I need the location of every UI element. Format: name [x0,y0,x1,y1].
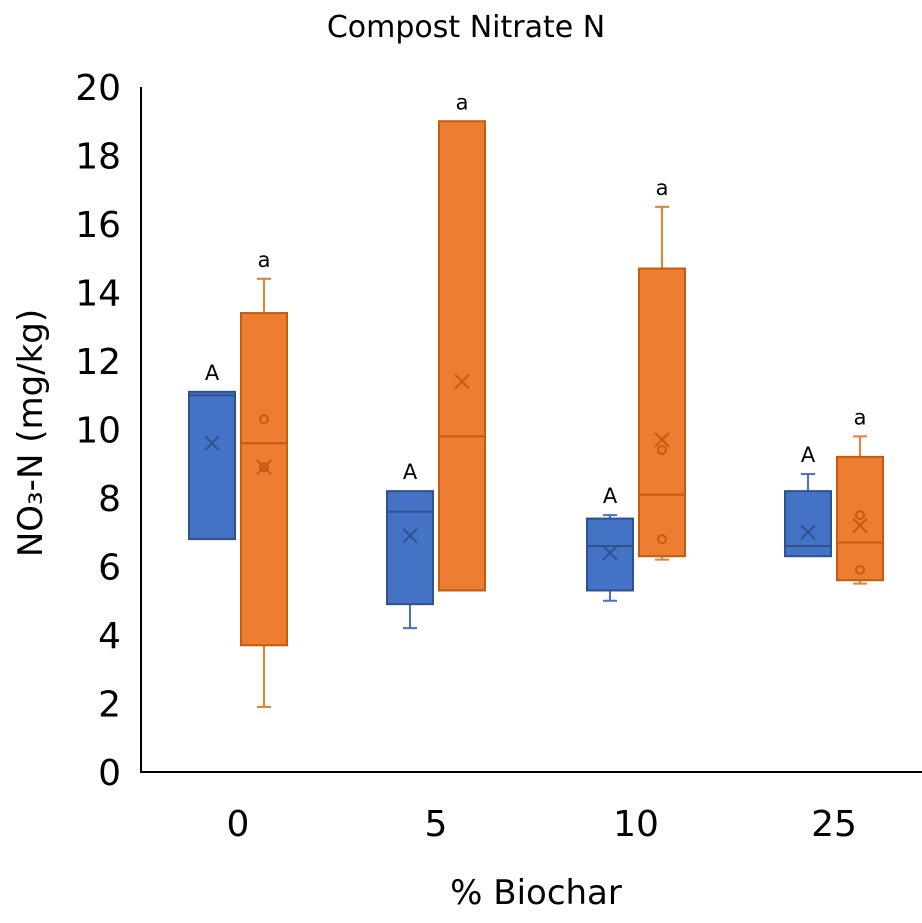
box [188,390,236,541]
y-axis-label: NO₃-N (mg/kg) [11,309,51,557]
significance-label: a [854,405,867,429]
y-tick-label: 10 [75,411,121,452]
significance-label: a [456,90,469,114]
mean-marker [204,435,220,451]
mean-marker [454,373,470,390]
x-tick-labels: 0 5 10 25 [227,804,857,845]
box-group: a [438,90,486,592]
box-group: A [784,443,832,558]
y-tick-label: 8 [98,479,121,520]
y-tick-label: 4 [98,616,121,657]
outlier-point [657,445,667,456]
box [638,267,686,558]
significance-label: A [403,460,418,484]
y-tick-label: 6 [98,548,121,589]
box-group: A [386,460,434,630]
x-tick-label: 10 [613,804,659,845]
x-axis-label: % Biochar [450,873,622,913]
y-tick-label: 2 [98,685,121,726]
mean-marker [800,524,816,540]
outlier-point [855,564,865,575]
mean-marker [654,432,670,448]
significance-label: A [205,361,220,385]
box [240,312,288,647]
y-tick-labels: 0 2 4 6 8 10 12 14 16 18 20 [75,68,121,794]
box-group: a [240,248,288,708]
box [386,490,434,606]
outlier-point [259,462,269,473]
mean-marker [852,517,868,534]
y-tick-label: 18 [75,137,121,178]
box [438,120,486,592]
box [586,517,634,592]
y-tick-label: 14 [75,274,121,315]
mean-marker [602,545,618,561]
box-group: a [836,405,884,585]
outlier-point [259,414,269,425]
significance-label: a [656,176,669,200]
significance-label: A [603,484,618,508]
y-tick-label: 12 [75,342,121,383]
y-tick-label: 16 [75,205,121,246]
significance-label: A [801,443,816,467]
mean-marker [256,459,272,475]
box-series: A A A Aa a a a [188,90,884,708]
x-tick-label: 0 [227,804,250,845]
outlier-point [657,534,667,545]
x-tick-label: 25 [811,804,857,845]
box-group: A [188,361,236,541]
x-tick-label: 5 [425,804,448,845]
outlier-point [855,510,865,521]
y-tick-label: 0 [98,753,121,794]
y-tick-label: 20 [75,68,121,109]
chart-title: Compost Nitrate N [327,10,605,45]
significance-label: a [258,248,271,272]
mean-marker [402,527,418,544]
box-group: A [586,484,634,602]
box-group: a [638,176,686,561]
